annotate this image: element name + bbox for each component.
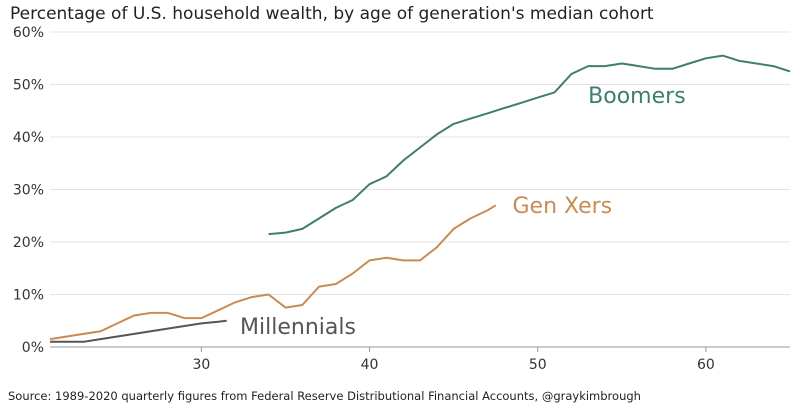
grid-lines — [50, 31, 790, 295]
series-labels: Boomers Gen Xers Millennials — [240, 84, 686, 340]
x-tick-label: 40 — [361, 357, 379, 373]
chart-title: Percentage of U.S. household wealth, by … — [10, 4, 654, 24]
gen-xers-line — [49, 204, 497, 341]
source-note: Source: 1989-2020 quarterly figures from… — [8, 389, 641, 403]
y-tick-label: 60% — [13, 25, 44, 41]
millennials-line — [50, 319, 227, 343]
boomers-series-label: Boomers — [588, 84, 686, 109]
millennials-series-label: Millennials — [240, 315, 356, 340]
y-tick-label: 20% — [13, 235, 44, 251]
gen-xers-series-label: Gen Xers — [513, 194, 613, 219]
series-lines — [49, 54, 791, 343]
y-tick-label: 50% — [13, 78, 44, 94]
y-tick-label: 0% — [22, 340, 44, 356]
axes: 0% 10% 20% 30% 40% 50% 60% 30 40 50 60 — [13, 25, 790, 373]
y-tick-label: 30% — [13, 183, 44, 199]
y-tick-label: 10% — [13, 288, 44, 304]
x-tick-label: 50 — [529, 357, 547, 373]
x-tick-label: 30 — [192, 357, 210, 373]
x-tick-label: 60 — [697, 357, 715, 373]
boomers-line — [268, 54, 791, 236]
y-tick-label: 40% — [13, 130, 44, 146]
